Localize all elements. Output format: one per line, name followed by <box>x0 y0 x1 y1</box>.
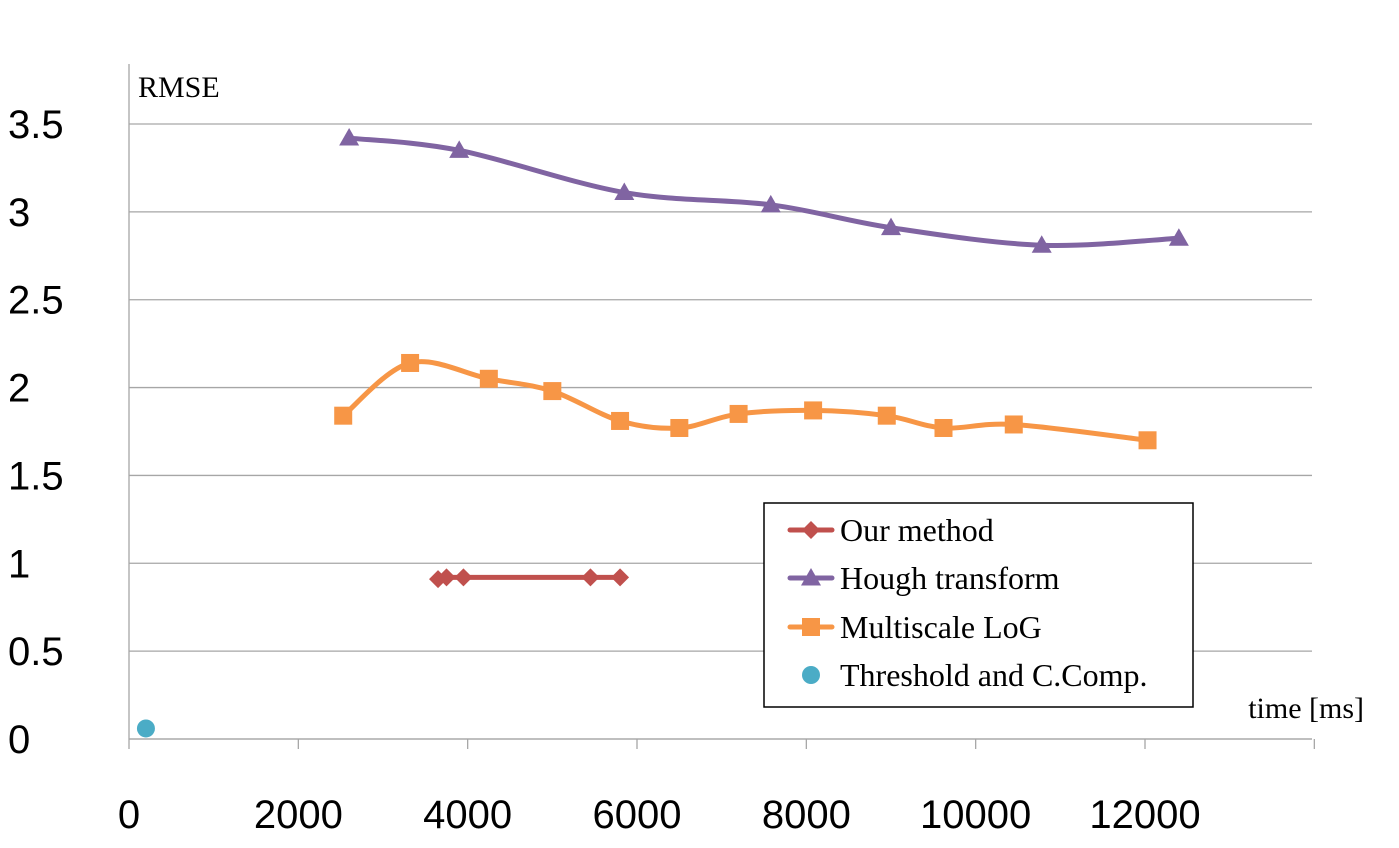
legend-label-hough-transform: Hough transform <box>840 560 1060 596</box>
legend-box <box>763 502 1194 708</box>
data-point-multiscale-log <box>877 406 896 425</box>
data-point-multiscale-log <box>543 382 562 401</box>
series-line-hough-transform <box>346 135 1182 248</box>
legend-label-threshold-and-c-comp: Threshold and C.Comp. <box>840 657 1148 693</box>
data-point-multiscale-log <box>1004 415 1023 434</box>
legend-marker-our-method <box>802 521 820 539</box>
series-threshold-and-c-comp <box>136 719 155 738</box>
data-point-hough-transform <box>614 182 635 201</box>
data-point-hough-transform <box>339 128 360 146</box>
data-point-multiscale-log <box>934 418 953 437</box>
data-point-hough-transform <box>881 217 901 236</box>
data-point-multiscale-log <box>804 401 823 420</box>
data-point-multiscale-log <box>611 411 630 430</box>
legend: Our method Hough transform Multiscale LoG T… <box>763 502 1194 708</box>
y-axis-label: RMSE <box>138 71 220 104</box>
x-axis-label: time [ms] <box>1248 692 1364 725</box>
x-tick-label: 10000 <box>920 793 1031 837</box>
y-tick-label: 2 <box>8 367 30 411</box>
legend-label-our-method: Our method <box>840 512 994 548</box>
data-point-multiscale-log <box>1138 431 1157 450</box>
y-tick-label: 2.5 <box>8 279 64 323</box>
axes: 0 0.5 1 1.5 2 2.5 3 3.5 0 2000 4000 6000 8000 10000 12… <box>8 64 1315 837</box>
data-point-our-method <box>437 568 456 587</box>
data-point-multiscale-log <box>729 404 748 423</box>
x-tick-label: 0 <box>118 793 140 837</box>
grid <box>129 123 1312 740</box>
data-point-our-method <box>581 568 600 587</box>
data-point-multiscale-log <box>401 353 420 372</box>
y-tick-label: 0.5 <box>8 630 64 674</box>
x-tick-label: 8000 <box>762 793 851 837</box>
legend-marker-hough-transform <box>801 568 821 586</box>
data-point-our-method <box>611 568 630 587</box>
data-point-our-method <box>454 568 473 587</box>
y-tick-label: 1 <box>8 542 30 586</box>
data-point-hough-transform <box>760 194 781 213</box>
series-layer <box>136 128 1189 738</box>
series-hough-transform <box>339 128 1189 253</box>
data-point-multiscale-log <box>334 406 353 425</box>
series-line-multiscale-log <box>340 359 1151 443</box>
data-point-hough-transform <box>1168 228 1189 246</box>
y-tick-label: 3.5 <box>8 103 64 147</box>
data-point-threshold-and-c-comp <box>136 719 155 738</box>
legend-item-threshold-and-c-comp: Threshold and C.Comp. <box>802 657 1148 693</box>
y-tick-label: 0 <box>8 718 30 762</box>
data-point-multiscale-log <box>670 418 689 437</box>
x-tick-label: 4000 <box>423 793 512 837</box>
x-tick-label: 6000 <box>593 793 682 837</box>
y-tick-label: 3 <box>8 191 30 235</box>
legend-item-our-method: Our method <box>787 512 994 548</box>
legend-item-multiscale-log: Multiscale LoG <box>787 609 1042 645</box>
data-point-multiscale-log <box>479 369 498 388</box>
legend-marker-multiscale-log <box>802 618 820 636</box>
legend-item-hough-transform: Hough transform <box>787 560 1060 596</box>
x-tick-label: 12000 <box>1089 793 1200 837</box>
series-multiscale-log <box>334 353 1157 450</box>
series-our-method <box>429 568 630 589</box>
legend-label-multiscale-log: Multiscale LoG <box>840 609 1042 645</box>
x-tick-label: 2000 <box>254 793 343 837</box>
data-point-hough-transform <box>1031 235 1052 253</box>
legend-marker-threshold-and-c-comp <box>802 666 820 684</box>
y-tick-label: 1.5 <box>8 454 64 498</box>
data-point-hough-transform <box>449 140 470 158</box>
